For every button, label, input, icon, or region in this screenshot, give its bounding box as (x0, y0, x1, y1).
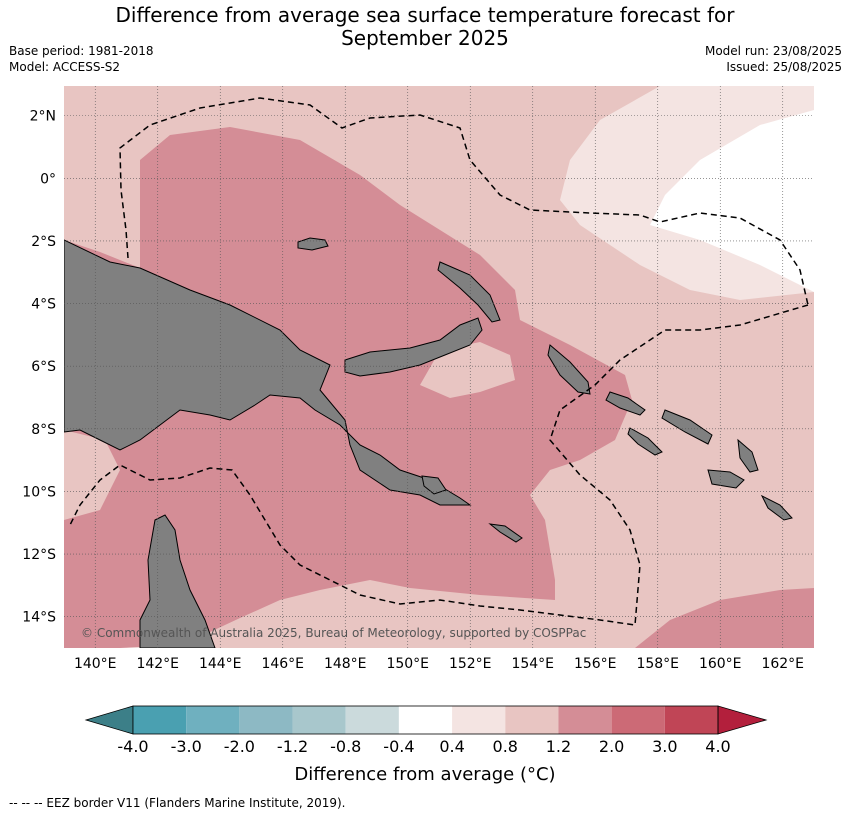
colorbar-tick-label: -3.0 (171, 737, 202, 756)
solomon-island-4 (737, 438, 759, 473)
colorbar: -4.0 -3.0 -2.0 -1.2 -0.8 -0.4 0.4 0.8 1.2 2.0 3.0 4… (84, 705, 768, 756)
meta-right: Model run: 23/08/2025 Issued: 25/08/2025 (705, 43, 842, 75)
new-guinea-land (64, 239, 472, 506)
meta-left: Base period: 1981-2018 Model: ACCESS-S2 (9, 43, 154, 75)
grid-lines (64, 86, 814, 648)
new-britain-land (344, 317, 483, 377)
colorbar-tick-label: 0.8 (493, 737, 518, 756)
anomaly-band-neutral (650, 110, 814, 292)
colorbar-tick-label: -2.0 (224, 737, 255, 756)
colorbar-segment (186, 706, 240, 734)
colorbar-segment (292, 706, 346, 734)
lat-label: 10°S (22, 484, 56, 500)
eez-border-north (119, 97, 809, 306)
anomaly-band-1.2-2.0-southeast (635, 588, 814, 648)
lon-label: 160°E (699, 656, 742, 672)
model-run: Model run: 23/08/2025 (704, 44, 842, 58)
title-line-2: September 2025 (341, 26, 509, 50)
chart-title: Difference from average sea surface temp… (0, 4, 850, 50)
colorbar-segment (664, 706, 718, 734)
colorbar-tick-label: -4.0 (117, 737, 148, 756)
colorbar-under-arrow (84, 705, 134, 735)
colorbar-tick-label: 2.0 (599, 737, 624, 756)
lat-label: 0° (40, 171, 56, 187)
colorbar-segment (133, 706, 187, 734)
lat-label: 2°N (30, 109, 56, 125)
lat-label: 4°S (31, 297, 56, 313)
eez-border-east (69, 304, 809, 626)
colorbar-segment (505, 706, 559, 734)
lon-label: 152°E (449, 656, 492, 672)
colorbar-over-arrow (717, 705, 768, 735)
map-area: © Commonwealth of Australia 2025, Bureau… (64, 86, 814, 648)
colorbar-title: Difference from average (°C) (294, 764, 556, 785)
colorbar-frame (132, 705, 719, 735)
colorbar-tick-label: -1.2 (277, 737, 308, 756)
title-line-1: Difference from average sea surface temp… (115, 3, 735, 27)
colorbar-segment (611, 706, 665, 734)
lat-label: 14°S (22, 610, 56, 626)
lon-label: 150°E (386, 656, 429, 672)
copyright-text: © Commonwealth of Australia 2025, Bureau… (81, 626, 586, 640)
lon-label: 154°E (511, 656, 554, 672)
lon-label: 142°E (136, 656, 179, 672)
colorbar-tick-label: 3.0 (652, 737, 677, 756)
colorbar-segment (558, 706, 612, 734)
new-ireland-land (437, 261, 501, 323)
colorbar-tick-label: -0.8 (330, 737, 361, 756)
cape-york-land (139, 514, 216, 648)
solomon-island-6 (760, 494, 793, 521)
colorbar-tick-label: 1.2 (546, 737, 571, 756)
lat-label: 12°S (22, 547, 56, 563)
anomaly-band-1.2-2.0 (64, 127, 632, 648)
lon-label: 148°E (324, 656, 367, 672)
colorbar-tick-label: 4.0 (705, 737, 730, 756)
manus-island (297, 237, 329, 251)
model-name: Model: ACCESS-S2 (9, 60, 121, 74)
lat-label: 2°S (31, 234, 56, 250)
lon-label: 144°E (199, 656, 242, 672)
lon-label: 156°E (574, 656, 617, 672)
colorbar-tick-label: -0.4 (383, 737, 414, 756)
solomon-island-5 (707, 469, 745, 489)
eez-footnote: -- -- -- EEZ border V11 (Flanders Marine… (9, 796, 346, 810)
colorbar-segment (239, 706, 293, 734)
lon-label: 158°E (636, 656, 679, 672)
lon-label: 140°E (74, 656, 117, 672)
solomon-island-3 (627, 427, 663, 456)
base-period: Base period: 1981-2018 (9, 44, 154, 58)
lon-label: 146°E (261, 656, 304, 672)
lat-label: 8°S (31, 422, 56, 438)
lat-label: 6°S (31, 359, 56, 375)
eez-borders (69, 97, 809, 626)
lon-label: 162°E (761, 656, 804, 672)
louisiade-islands (488, 523, 523, 543)
colorbar-segment (345, 706, 399, 734)
bougainville-land (547, 344, 591, 395)
longitude-labels: 140°E 142°E 144°E 146°E 148°E 150°E 152°E 154°E… (74, 656, 804, 672)
colorbar-segment (398, 706, 453, 734)
dentrecasteaux-islands (421, 475, 447, 495)
colorbar-segment (452, 706, 506, 734)
issued-date: Issued: 25/08/2025 (726, 60, 842, 74)
solomon-island-1 (605, 391, 646, 416)
latitude-labels: 2°N 0° 2°S 4°S 6°S 8°S 10°S 12°S 14°S (22, 109, 56, 626)
solomon-island-2 (661, 409, 713, 445)
colorbar-tick-label: 0.4 (439, 737, 464, 756)
